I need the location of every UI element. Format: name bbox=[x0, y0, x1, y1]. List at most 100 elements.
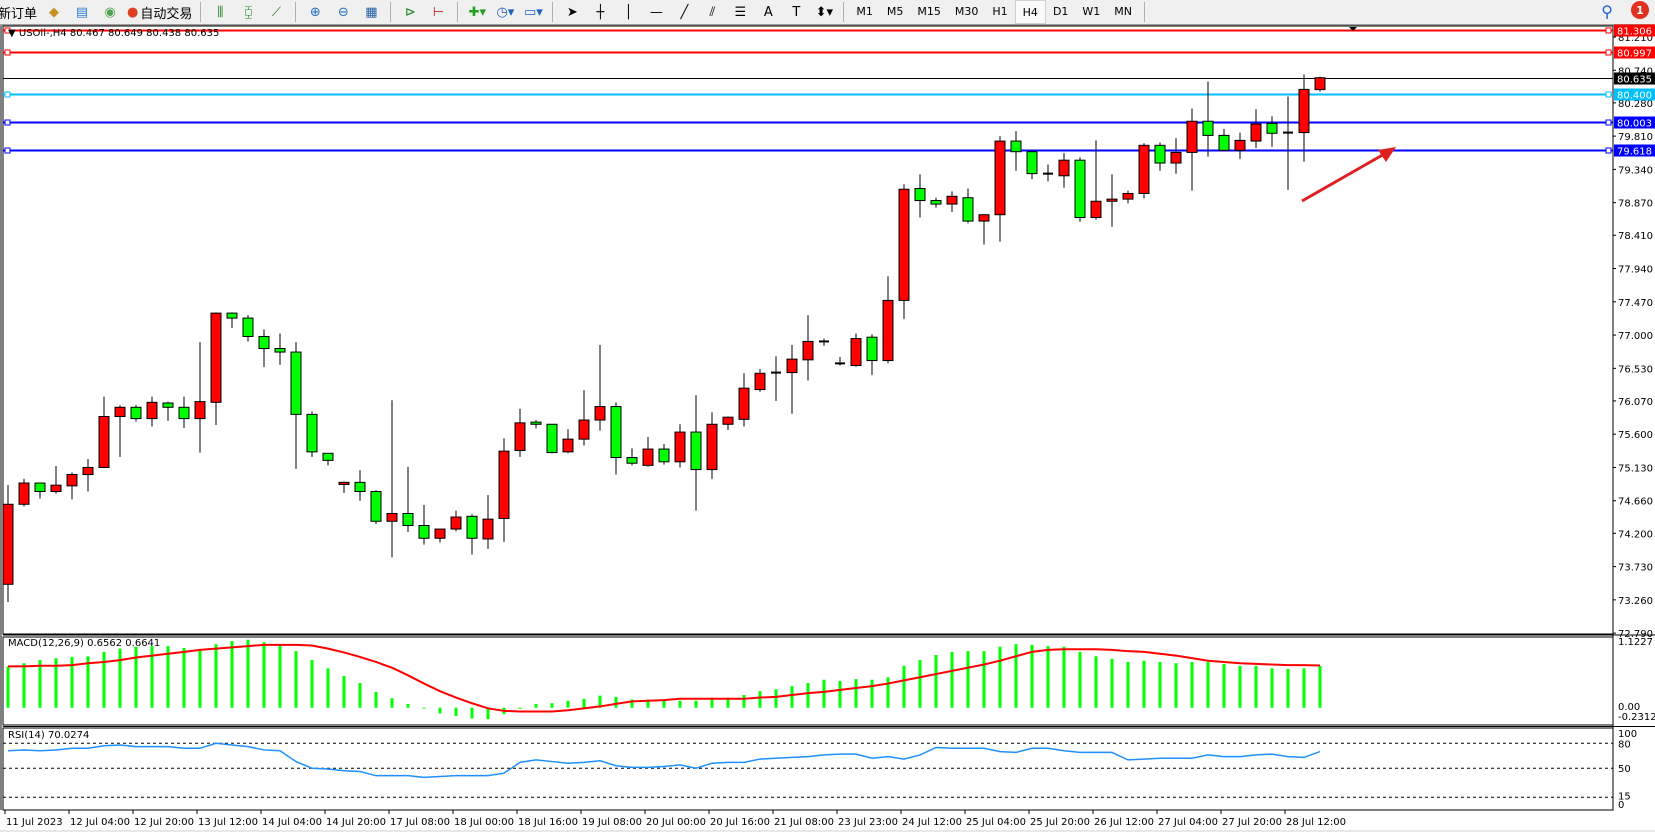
rsi-axis-label: 100 bbox=[1618, 729, 1637, 740]
time-tick-label: 14 Jul 04:00 bbox=[262, 817, 322, 828]
timeframe-m30[interactable]: M30 bbox=[954, 4, 979, 18]
candlestick-chart-icon[interactable]: ⧮ bbox=[244, 4, 253, 20]
candle-body bbox=[114, 406, 126, 417]
candle bbox=[610, 402, 622, 475]
timeframe-m15[interactable]: M15 bbox=[917, 4, 941, 18]
periods-icon[interactable]: ◷▾ bbox=[496, 4, 515, 20]
candle bbox=[1010, 131, 1022, 171]
vertical-line-icon[interactable]: │ bbox=[624, 4, 633, 20]
candle-body bbox=[562, 438, 574, 453]
macd-histogram-bar bbox=[166, 646, 170, 708]
candle bbox=[322, 452, 334, 466]
text-icon[interactable]: A bbox=[763, 4, 773, 20]
indicators-icon[interactable]: ✚▾ bbox=[468, 4, 487, 20]
candle-body bbox=[1234, 139, 1246, 151]
macd-histogram-bar bbox=[102, 651, 106, 708]
toolbar-separator bbox=[295, 2, 297, 22]
macd-histogram-bar bbox=[1030, 644, 1034, 708]
macd-histogram-bar bbox=[550, 703, 554, 708]
zoom-out-icon[interactable]: ⊖ bbox=[337, 4, 349, 20]
macd-histogram-bar bbox=[1270, 668, 1274, 708]
candle bbox=[594, 344, 606, 431]
notification-badge[interactable]: 1 bbox=[1631, 1, 1649, 19]
new-order-button[interactable]: 新订单 bbox=[0, 6, 38, 22]
macd-histogram-bar bbox=[1302, 668, 1306, 708]
candle bbox=[242, 315, 254, 342]
data-window-icon[interactable]: ▤ bbox=[75, 4, 89, 20]
tile-windows-icon[interactable]: ▦ bbox=[365, 4, 378, 20]
text-label-icon[interactable]: T bbox=[792, 4, 801, 20]
macd-histogram-bar bbox=[838, 681, 842, 708]
time-tick-label: 18 Jul 16:00 bbox=[518, 817, 578, 828]
price-tick-label: 75.130 bbox=[1618, 463, 1653, 474]
bar-chart-icon[interactable]: ⫼ bbox=[217, 4, 224, 20]
fibonacci-icon[interactable]: ☰ bbox=[734, 4, 747, 20]
candle-body bbox=[1058, 159, 1070, 177]
candle-body bbox=[2, 503, 14, 585]
macd-histogram-bar bbox=[1142, 660, 1146, 708]
candle bbox=[306, 411, 318, 457]
toolbar-separator bbox=[1144, 2, 1146, 22]
candle bbox=[1186, 108, 1198, 191]
signals-icon[interactable]: ◉ bbox=[104, 4, 116, 20]
market-watch-icon[interactable]: ◆ bbox=[49, 4, 60, 20]
timeframe-m5[interactable]: M5 bbox=[886, 4, 904, 18]
zoom-in-icon[interactable]: ⊕ bbox=[309, 4, 321, 20]
macd-histogram-bar bbox=[406, 703, 410, 708]
timeframe-mn[interactable]: MN bbox=[1114, 4, 1133, 18]
candle-body bbox=[1138, 144, 1150, 194]
rsi-label: RSI(14) 70.0274 bbox=[8, 730, 90, 741]
candle-body bbox=[738, 387, 750, 420]
macd-histogram-bar bbox=[902, 665, 906, 708]
timeframe-h1[interactable]: H1 bbox=[992, 4, 1008, 18]
macd-histogram-bar bbox=[230, 641, 234, 708]
timeframe-m1[interactable]: M1 bbox=[856, 4, 873, 18]
candle bbox=[450, 510, 462, 532]
chart-shift-icon[interactable]: ⊢ bbox=[432, 4, 445, 20]
templates-icon[interactable]: ▭▾ bbox=[523, 4, 543, 20]
price-level-tag-label: 80.003 bbox=[1617, 119, 1652, 130]
price-tick-label: 77.000 bbox=[1618, 331, 1653, 342]
candle bbox=[1106, 174, 1118, 227]
arrows-icon[interactable]: ⬍▾ bbox=[815, 4, 834, 20]
macd-histogram-bar bbox=[182, 648, 186, 708]
timeframe-bar: M1 M5 M15 M30 H1 H4 D1 W1 MN bbox=[849, 0, 1139, 24]
macd-histogram-bar bbox=[198, 650, 202, 708]
line-chart-icon[interactable]: ⟋ bbox=[271, 4, 281, 20]
horizontal-line-icon[interactable]: — bbox=[649, 4, 663, 20]
candle-body bbox=[18, 482, 30, 505]
cursor-icon[interactable]: ➤ bbox=[566, 4, 578, 20]
macd-histogram-bar bbox=[694, 700, 698, 708]
candle bbox=[546, 423, 558, 454]
candle-body bbox=[1026, 151, 1038, 175]
macd-histogram-bar bbox=[342, 675, 346, 708]
autotrade-icon: ● bbox=[127, 4, 139, 20]
header-triangle-icon[interactable]: ▼ bbox=[8, 28, 16, 39]
macd-histogram-bar bbox=[934, 654, 938, 708]
timeframe-d1[interactable]: D1 bbox=[1052, 4, 1069, 18]
macd-histogram-bar bbox=[358, 682, 362, 708]
candle bbox=[1074, 157, 1086, 222]
timeframe-w1[interactable]: W1 bbox=[1082, 4, 1101, 18]
macd-histogram-bar bbox=[726, 699, 730, 708]
autoscroll-icon[interactable]: ⊳ bbox=[404, 4, 416, 20]
candle bbox=[162, 401, 174, 421]
timeframe-h4[interactable]: H4 bbox=[1014, 0, 1046, 24]
crosshair-icon[interactable]: ┼ bbox=[596, 4, 605, 20]
macd-axis-label: -0.2312 bbox=[1618, 712, 1655, 723]
price-tick-label: 74.200 bbox=[1618, 529, 1653, 540]
toolbar-separator bbox=[457, 2, 459, 22]
trendline-icon[interactable]: ╱ bbox=[680, 4, 689, 20]
level-anchor-handle bbox=[4, 27, 11, 34]
candle-body bbox=[306, 413, 318, 453]
candle-body bbox=[866, 336, 878, 362]
candle-body bbox=[706, 423, 718, 471]
candle-body bbox=[482, 518, 494, 540]
candle-body bbox=[978, 214, 990, 222]
candle-body bbox=[1010, 140, 1022, 153]
autotrade-button[interactable]: ● 自动交易 bbox=[125, 1, 194, 23]
equidistant-channel-icon[interactable]: ⫽ bbox=[709, 4, 716, 20]
search-icon[interactable]: ⚲ bbox=[1601, 2, 1613, 21]
macd-histogram-bar bbox=[310, 660, 314, 708]
